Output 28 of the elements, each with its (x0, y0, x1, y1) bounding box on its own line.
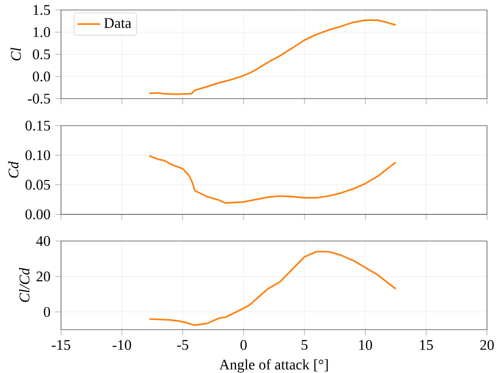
line-series (148, 19, 397, 96)
x-tick-label: 10 (359, 340, 372, 350)
y-axis-title: Cl/Cd (19, 268, 30, 302)
x-tick-label: 15 (420, 340, 433, 350)
y-tick-label: -0.5 (28, 94, 50, 104)
y-tick-label: 0 (44, 306, 50, 317)
x-tick-label: 20 (480, 340, 494, 350)
x-tick-label: 0 (240, 340, 247, 350)
y-tick-label: 20 (36, 272, 50, 282)
legend-label: Data (104, 18, 132, 28)
x-tick-label: 5 (302, 340, 308, 350)
x-tick-label: -10 (112, 340, 132, 350)
y-tick-label: 0.15 (26, 120, 50, 131)
y-tick-label: 0.00 (26, 209, 50, 220)
x-axis-title: Angle of attack [°] (219, 359, 328, 373)
y-tick-label: 0.10 (26, 150, 50, 160)
y-tick-label: 40 (36, 236, 50, 246)
y-axis-title: Cl (10, 48, 21, 60)
y-tick-label: 1.5 (34, 5, 50, 15)
line-series (148, 155, 397, 204)
y-tick-label: 0.0 (32, 72, 50, 82)
x-tick-label: -15 (52, 340, 70, 350)
line-series (148, 250, 397, 326)
x-tick-label: -5 (177, 340, 188, 350)
y-tick-label: 0.5 (32, 49, 50, 60)
y-tick-label: 1.0 (34, 27, 50, 38)
y-axis-title: Cd (8, 161, 18, 178)
y-tick-label: 0.05 (26, 180, 50, 190)
